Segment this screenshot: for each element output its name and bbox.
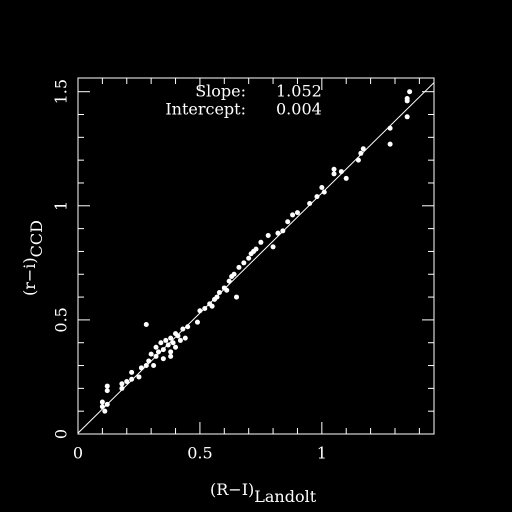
data-point: [180, 326, 186, 332]
data-point: [99, 404, 105, 410]
data-point: [182, 335, 188, 341]
data-point: [307, 201, 313, 207]
data-point: [285, 219, 291, 225]
data-point: [168, 353, 174, 359]
y-tick-label: 1: [52, 201, 71, 211]
data-point: [175, 333, 181, 339]
data-point: [360, 146, 366, 152]
data-point: [216, 290, 222, 296]
data-point: [170, 340, 176, 346]
data-point: [160, 356, 166, 362]
data-point: [119, 385, 125, 391]
data-point: [104, 383, 110, 389]
data-point: [136, 374, 142, 380]
y-label-main: (r−i): [20, 257, 39, 296]
intercept-label: Intercept:: [165, 100, 246, 119]
data-point: [280, 228, 286, 234]
data-point: [104, 388, 110, 394]
data-point: [148, 351, 154, 357]
data-point: [158, 340, 164, 346]
data-point: [294, 210, 300, 216]
y-tick-label: 1.5: [52, 79, 71, 104]
data-point: [314, 194, 320, 200]
data-point: [155, 349, 161, 355]
data-point: [168, 349, 174, 355]
x-axis-label: (R−I)Landolt: [210, 480, 317, 506]
data-point: [194, 319, 200, 325]
slope-label: Slope:: [195, 82, 246, 101]
y-axis-label: (r−i)CCD: [20, 220, 46, 296]
data-point: [177, 337, 183, 343]
data-point: [407, 89, 413, 95]
data-point: [404, 114, 410, 120]
slope-value: 1.052: [276, 82, 322, 101]
data-point: [99, 399, 105, 405]
data-point: [241, 260, 247, 266]
data-point: [270, 244, 276, 250]
data-point: [358, 150, 364, 156]
x-label-sub: Landolt: [254, 487, 316, 506]
data-point: [258, 239, 264, 245]
data-point: [104, 401, 110, 407]
data-point: [338, 169, 344, 175]
data-point: [226, 278, 232, 284]
y-tick-label: 0: [52, 429, 71, 439]
data-point: [146, 358, 152, 364]
y-label-sub: CCD: [27, 220, 46, 257]
data-point: [253, 246, 259, 252]
data-point: [404, 96, 410, 102]
intercept-value: 0.004: [276, 100, 322, 119]
data-point: [231, 271, 237, 277]
plot-frame: [77, 77, 435, 435]
x-label-main: (R−I): [210, 480, 254, 499]
data-point: [185, 324, 191, 330]
data-point: [119, 381, 125, 387]
x-tick-label: 0: [73, 444, 83, 463]
data-point: [355, 157, 361, 163]
data-point: [233, 294, 239, 300]
data-point: [160, 347, 166, 353]
data-point: [214, 294, 220, 300]
data-point: [153, 344, 159, 350]
data-point: [168, 335, 174, 341]
data-point: [387, 141, 393, 147]
data-point: [224, 287, 230, 293]
x-tick-label: 0.5: [187, 444, 212, 463]
data-point: [319, 185, 325, 191]
data-point: [246, 255, 252, 261]
data-point: [209, 303, 215, 309]
data-point: [143, 363, 149, 369]
x-tick-label: 1: [317, 444, 327, 463]
y-tick-label: 0.5: [52, 307, 71, 332]
data-point: [331, 166, 337, 172]
data-point: [265, 232, 271, 238]
data-point: [151, 363, 157, 369]
data-point: [129, 376, 135, 382]
data-point: [165, 342, 171, 348]
data-point: [321, 189, 327, 195]
data-point: [138, 365, 144, 371]
data-point: [202, 305, 208, 311]
fit-line: [78, 82, 434, 434]
data-point: [153, 353, 159, 359]
data-point: [143, 321, 149, 327]
data-point: [275, 230, 281, 236]
data-point: [163, 337, 169, 343]
data-point: [343, 175, 349, 181]
data-point: [197, 308, 203, 314]
data-point: [331, 171, 337, 177]
data-point: [102, 408, 108, 414]
data-point: [129, 369, 135, 375]
data-point: [124, 379, 130, 385]
data-point: [173, 344, 179, 350]
data-point: [236, 264, 242, 270]
data-point: [290, 212, 296, 218]
data-point: [387, 125, 393, 131]
